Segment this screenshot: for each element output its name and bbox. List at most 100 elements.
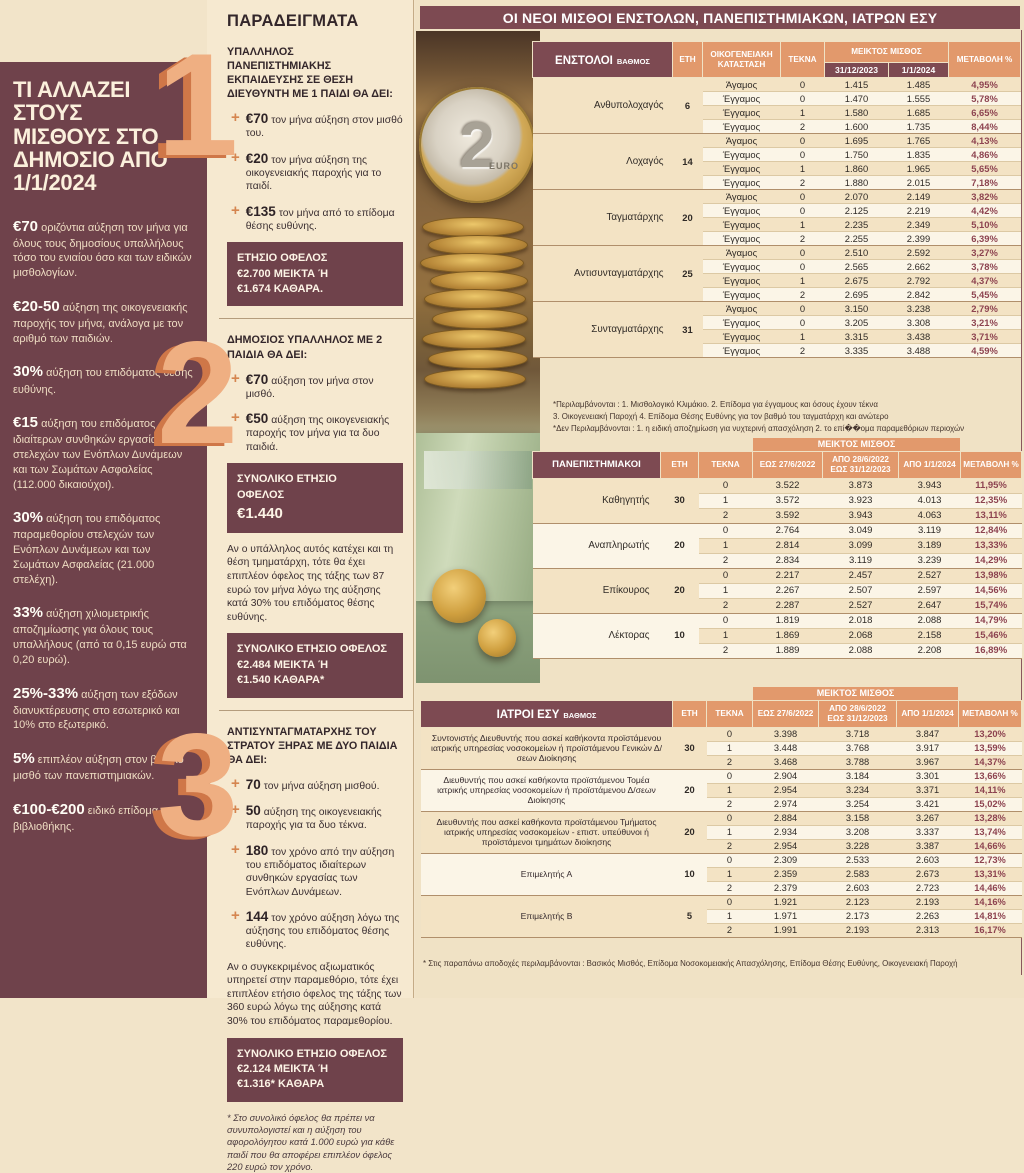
cell-years: 30: [672, 726, 707, 770]
cell-change: 13,11%: [960, 507, 1022, 524]
cell-rank: Συντονιστής Διευθυντής που ασκεί καθήκον…: [420, 726, 673, 770]
cell-v2: 1.485: [888, 77, 949, 92]
examples-title: ΠΑΡΑΔΕΙΓΜΑΤΑ: [227, 12, 359, 30]
cell-change: 4,13%: [948, 133, 1021, 148]
cell-change: 3,82%: [948, 189, 1021, 204]
header-period-2: ΑΠΟ 28/6/2022 ΕΩΣ 31/12/2023: [822, 450, 900, 479]
cell-children: 0: [780, 315, 825, 330]
cell-children: 0: [780, 301, 825, 316]
cell-status: Έγγαμος: [702, 343, 781, 358]
cell-v2: 2.533: [818, 852, 897, 868]
cell-v2: 3.768: [818, 740, 897, 756]
benefit-line: €1.540 ΚΑΘΑΡΑ*: [237, 674, 325, 687]
cell-v2: 2.527: [822, 597, 899, 614]
table-row: 1 2.954 3.234 3.371 14,11%: [421, 782, 1022, 798]
table-row: 2 2.974 3.254 3.421 15,02%: [421, 796, 1022, 812]
cell-change: 13,66%: [958, 768, 1022, 784]
cell-v2: 2.507: [822, 582, 899, 599]
header-enstoloi: ΕΝΣΤΟΛΟΙ ΒΑΘΜΟΣ: [532, 41, 673, 78]
cell-change: 15,74%: [960, 597, 1022, 614]
cell-rank: Επιμελητής Α: [420, 852, 673, 896]
table-row: Έγγαμος 2 2.255 2.399 6,39%: [533, 231, 1021, 246]
cell-children: 1: [780, 161, 825, 176]
benefit-line: ΣΥΝΟΛΙΚΟ ΕΤΗΣΙΟ ΟΦΕΛΟΣ: [237, 643, 387, 656]
coin-stack: [420, 253, 524, 273]
plus-icon: +: [231, 840, 240, 858]
coin-stack: [428, 235, 528, 255]
cell-v3: 3.387: [896, 838, 959, 854]
table-row: 2 1.991 2.193 2.313 16,17%: [421, 922, 1022, 938]
coin-stack: [428, 349, 528, 369]
cell-status: Άγαμος: [702, 301, 781, 316]
table-row: 1 3.572 3.923 4.013 12,35%: [533, 492, 1022, 509]
cell-status: Έγγαμος: [702, 119, 781, 134]
cell-v2: 3.184: [818, 768, 897, 784]
cell-v1: 2.217: [752, 567, 823, 584]
cell-children: 1: [706, 740, 753, 756]
cell-rank: Επιμελητής Β: [420, 894, 673, 938]
bullet-item: + €70 τον μήνα αύξηση στον μισθό του.: [231, 110, 403, 141]
main-panel: ΟΙ ΝΕΟΙ ΜΙΣΘΟΙ ΕΝΣΤΟΛΩΝ, ΠΑΝΕΠΙΣΤΗΜΙΑΚΩΝ…: [415, 0, 1024, 998]
table-row: 1 3.448 3.768 3.917 13,59%: [421, 740, 1022, 756]
bullet-amount: 180: [245, 842, 269, 858]
cell-change: 3,27%: [948, 245, 1021, 260]
cell-change: 7,18%: [948, 175, 1021, 190]
cell-years: 20: [660, 567, 699, 614]
bullet-amount: €70: [245, 371, 269, 387]
header-children: ΤΕΚΝΑ: [780, 41, 825, 78]
cell-change: 4,37%: [948, 273, 1021, 288]
header-years: ΕΤΗ: [672, 699, 707, 728]
table-row: 1 2.934 3.208 3.337 13,74%: [421, 824, 1022, 840]
cell-v1: 1.819: [752, 612, 823, 629]
cell-children: 1: [698, 537, 753, 554]
cell-change: 14,56%: [960, 582, 1022, 599]
cell-status: Έγγαμος: [702, 91, 781, 106]
cell-change: 13,33%: [960, 537, 1022, 554]
benefit-line: €1.316* ΚΑΘΑΡΑ: [237, 1078, 325, 1091]
table-row: 2 2.954 3.228 3.387 14,66%: [421, 838, 1022, 854]
sidebar: ΤΙ ΑΛΛΑΖΕΙ ΣΤΟΥΣ ΜΙΣΘΟΥΣ ΣΤΟ ΔΗΜΟΣΙΟ ΑΠΟ…: [0, 62, 207, 998]
cell-years: 20: [672, 810, 707, 854]
table-row: Επιμελητής Β 5 0 1.921 2.123 2.193 14,16%: [420, 894, 1022, 938]
cell-change: 16,17%: [958, 922, 1022, 938]
cell-v1: 3.572: [752, 492, 823, 509]
table-row: Έγγαμος 0 2.565 2.662 3,78%: [533, 259, 1021, 274]
table-row: Έγγαμος 1 1.580 1.685 6,65%: [533, 105, 1021, 120]
cell-v1: 2.974: [752, 796, 819, 812]
cell-years: 20: [672, 768, 707, 812]
benefit-box: ΣΥΝΟΛΙΚΟ ΕΤΗΣΙΟ ΟΦΕΛΟΣ €2.484 ΜΕΙΚΤΑ Ή €…: [227, 633, 403, 698]
cell-v3: 3.239: [898, 552, 961, 569]
table-row: Διευθυντής που ασκεί καθήκοντα προϊστάμε…: [420, 768, 1022, 812]
table-row: 1 2.814 3.099 3.189 13,33%: [533, 537, 1022, 554]
bullet-item: + €50 αύξηση της οικογενειακής παροχής τον…: [231, 410, 403, 454]
gold-coin: [478, 619, 516, 657]
table-row: Λέκτορας 10 0 1.819 2.018 2.088 14,79%: [532, 612, 1022, 659]
bullet-text: 50 αύξηση της οικογενειακής παροχής για τ…: [246, 802, 403, 833]
cell-v1: 2.954: [752, 838, 819, 854]
cell-v1: 2.695: [824, 287, 889, 302]
cell-children: 0: [780, 77, 825, 92]
table-row: Έγγαμος 0 3.205 3.308 3,21%: [533, 315, 1021, 330]
header-panepistimiakoi: ΠΑΝΕΠΙΣΤΗΜΙΑΚΟΙ: [532, 450, 661, 479]
cell-v2: 2.088: [822, 642, 899, 659]
header-change: ΜΕΤΑΒΟΛΗ %: [960, 450, 1023, 479]
cell-v2: 2.193: [818, 922, 897, 938]
table-row: 1 2.267 2.507 2.597 14,56%: [533, 582, 1022, 599]
cell-v1: 1.869: [752, 627, 823, 644]
cell-v1: 1.880: [824, 175, 889, 190]
bullet-text: €20 τον μήνα αύξηση της οικογενειακής παρ…: [246, 150, 403, 194]
example-2-number: 2: [157, 311, 239, 475]
cell-v1: 1.921: [752, 894, 819, 910]
cell-v1: 3.448: [752, 740, 819, 756]
cell-children: 0: [706, 894, 753, 910]
sidebar-item-highlight: 30%: [13, 509, 44, 527]
example-3-note: Αν ο συγκεκριμένος αξιωματικός υπηρετεί …: [227, 961, 402, 1028]
cell-children: 2: [706, 796, 753, 812]
cell-children: 0: [698, 477, 753, 494]
sidebar-item-highlight: €20-50: [13, 297, 60, 315]
cell-v1: 2.934: [752, 824, 819, 840]
cell-v1: 3.315: [824, 329, 889, 344]
sidebar-item: €70 οριζόντια αύξηση τον μήνα για όλους …: [13, 217, 195, 281]
cell-v2: 2.457: [822, 567, 899, 584]
cell-change: 12,73%: [958, 852, 1022, 868]
